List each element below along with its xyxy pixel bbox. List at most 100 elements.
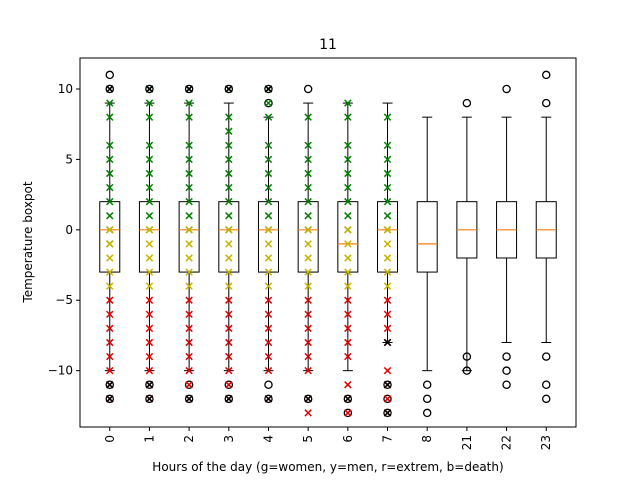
men-marker bbox=[383, 282, 392, 290]
women-marker-stroke bbox=[145, 155, 154, 164]
flier-marker bbox=[184, 380, 194, 389]
women-marker bbox=[383, 197, 392, 206]
extrem-marker-stroke bbox=[145, 338, 154, 347]
women-marker bbox=[383, 169, 392, 178]
extrem-marker-stroke bbox=[383, 296, 392, 304]
extrem-marker bbox=[344, 310, 352, 319]
men-marker bbox=[304, 254, 312, 262]
women-marker bbox=[145, 169, 154, 178]
extrem-marker bbox=[344, 352, 352, 361]
men-marker bbox=[225, 254, 233, 262]
women-marker-stroke bbox=[383, 183, 392, 192]
men-marker bbox=[264, 282, 273, 290]
women-marker bbox=[185, 169, 193, 178]
men-marker bbox=[383, 226, 392, 234]
women-marker-stroke bbox=[304, 155, 312, 164]
women-marker bbox=[225, 197, 233, 206]
men-marker-stroke bbox=[344, 240, 352, 248]
extrem-marker-stroke bbox=[106, 296, 114, 304]
death-marker-stroke bbox=[264, 395, 273, 403]
death-marker-stroke bbox=[383, 409, 392, 417]
x-tick-label: 2 bbox=[182, 435, 196, 443]
extrem-marker bbox=[185, 324, 193, 333]
women-marker-stroke bbox=[145, 183, 154, 192]
death-marker bbox=[145, 85, 154, 93]
men-marker bbox=[304, 240, 312, 248]
extrem-marker bbox=[225, 366, 233, 375]
women-marker bbox=[225, 127, 233, 135]
extrem-marker bbox=[145, 338, 154, 347]
box-iqr bbox=[178, 201, 200, 273]
men-marker-stroke bbox=[185, 254, 193, 262]
extrem-marker-stroke bbox=[145, 352, 154, 361]
flier-marker bbox=[422, 394, 432, 404]
men-marker bbox=[145, 240, 154, 248]
extrem-marker bbox=[264, 310, 273, 319]
women-marker bbox=[185, 99, 193, 107]
women-marker-stroke bbox=[185, 155, 193, 164]
men-marker bbox=[106, 240, 114, 248]
women-marker bbox=[304, 183, 312, 192]
women-marker-stroke bbox=[145, 212, 154, 220]
women-marker bbox=[264, 197, 273, 206]
flier-marker bbox=[224, 84, 234, 94]
extrem-marker bbox=[264, 338, 273, 347]
death-marker bbox=[225, 395, 233, 403]
women-marker-stroke bbox=[344, 155, 352, 164]
men-marker bbox=[185, 268, 193, 276]
men-marker-stroke bbox=[225, 254, 233, 262]
box-iqr bbox=[337, 201, 359, 273]
men-marker bbox=[106, 268, 114, 276]
extrem-marker bbox=[344, 338, 352, 347]
women-marker-stroke bbox=[344, 99, 352, 107]
flier-marker bbox=[502, 84, 511, 94]
men-marker bbox=[264, 268, 273, 276]
death-marker bbox=[185, 85, 193, 93]
women-marker-stroke bbox=[106, 141, 114, 150]
men-marker-stroke bbox=[264, 226, 273, 234]
women-marker-stroke bbox=[185, 99, 193, 107]
extrem-marker bbox=[304, 338, 312, 347]
men-marker bbox=[344, 268, 352, 276]
death-marker-stroke bbox=[145, 395, 154, 403]
women-marker bbox=[185, 212, 193, 220]
death-marker-stroke bbox=[106, 381, 114, 389]
extrem-marker-stroke bbox=[185, 338, 193, 347]
men-marker bbox=[145, 268, 154, 276]
women-marker bbox=[383, 113, 392, 121]
women-marker-stroke bbox=[106, 197, 114, 206]
flier-marker bbox=[145, 84, 154, 94]
men-marker-stroke bbox=[185, 282, 193, 290]
men-marker-stroke bbox=[344, 268, 352, 276]
extrem-marker-stroke bbox=[225, 381, 233, 389]
men-marker bbox=[344, 254, 352, 262]
women-marker-stroke bbox=[106, 183, 114, 192]
men-marker-stroke bbox=[304, 254, 312, 262]
men-marker-stroke bbox=[225, 226, 233, 234]
extrem-marker-stroke bbox=[225, 324, 233, 333]
women-marker-stroke bbox=[185, 113, 193, 121]
flier-marker bbox=[383, 408, 392, 418]
death-marker bbox=[344, 395, 352, 403]
flier-marker bbox=[303, 394, 313, 404]
flier-marker bbox=[224, 394, 234, 404]
extrem-marker-stroke bbox=[225, 366, 233, 375]
men-marker bbox=[304, 226, 312, 234]
death-marker-stroke bbox=[225, 85, 233, 93]
women-marker-stroke bbox=[225, 127, 233, 135]
women-marker bbox=[185, 155, 193, 164]
women-marker-stroke bbox=[185, 197, 193, 206]
women-marker bbox=[264, 141, 273, 150]
women-marker bbox=[106, 113, 114, 121]
extrem-marker bbox=[225, 324, 233, 333]
extrem-marker bbox=[106, 352, 114, 361]
extrem-marker-stroke bbox=[344, 296, 352, 304]
extrem-marker-stroke bbox=[264, 352, 273, 361]
flier-marker bbox=[541, 394, 551, 404]
flier-marker bbox=[422, 380, 432, 389]
women-marker-stroke bbox=[225, 183, 233, 192]
extrem-marker-stroke bbox=[344, 409, 352, 417]
extrem-marker-stroke bbox=[264, 324, 273, 333]
extrem-marker-stroke bbox=[304, 352, 312, 361]
women-marker bbox=[344, 169, 352, 178]
